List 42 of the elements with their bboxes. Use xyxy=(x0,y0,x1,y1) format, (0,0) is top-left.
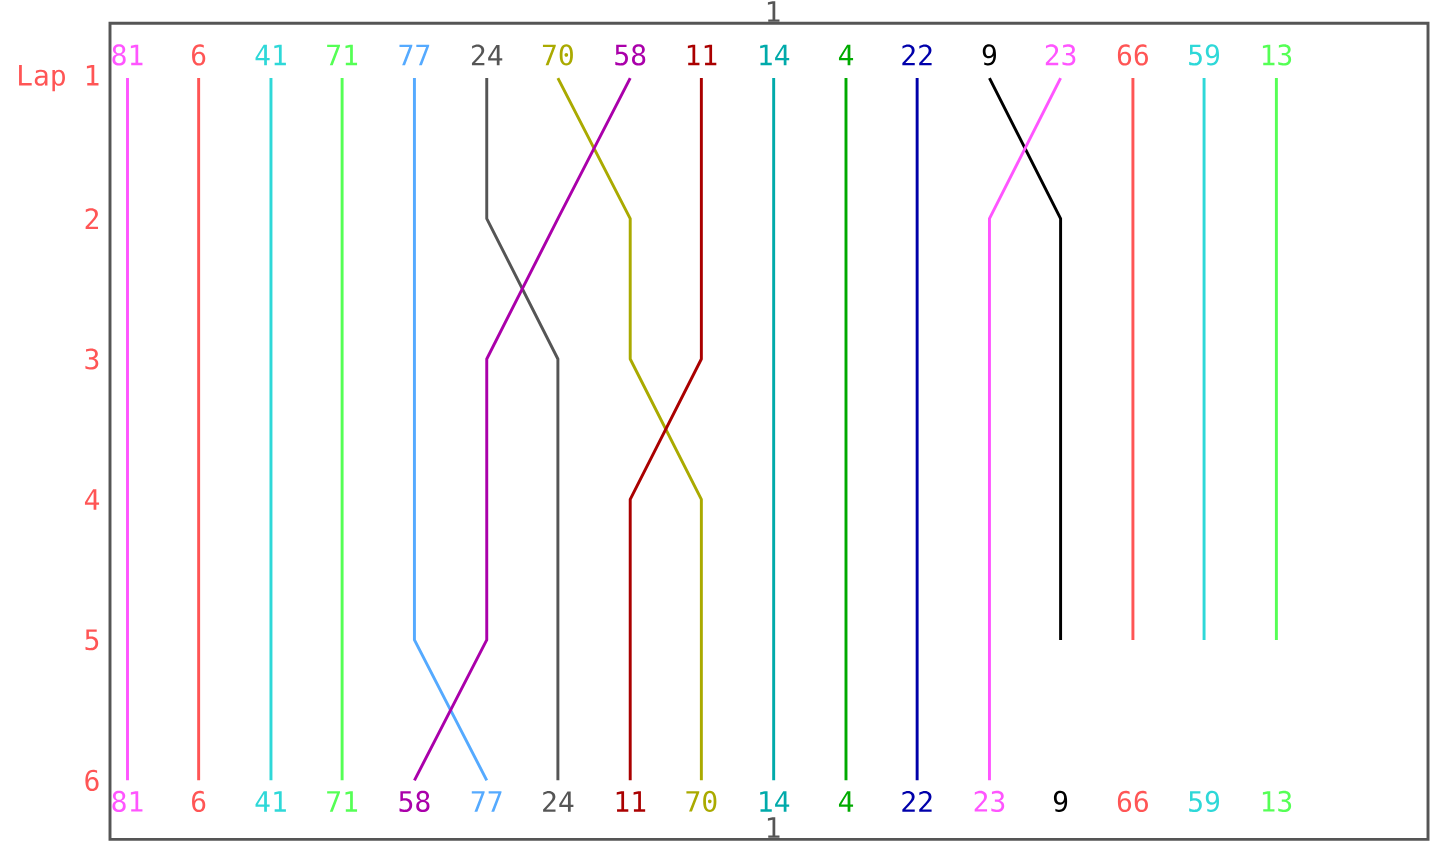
text: 1 xyxy=(767,1,780,22)
text: 59 xyxy=(1189,790,1220,813)
series-label: 41 xyxy=(255,791,286,812)
text: 81 xyxy=(112,44,143,66)
text: 23 xyxy=(1045,44,1076,66)
y-tick-label: 3 xyxy=(85,348,99,370)
text: 11 xyxy=(687,44,717,66)
series-label: 58 xyxy=(399,790,430,813)
series-label: 81 xyxy=(112,790,143,813)
y-tick-label: 4 xyxy=(84,489,100,510)
text: 77 xyxy=(399,44,430,66)
series-label: 11 xyxy=(616,791,646,812)
series-label: 66 xyxy=(1117,44,1148,66)
text: 14 xyxy=(760,44,790,66)
y-tick-label: 2 xyxy=(85,208,99,229)
text: 66 xyxy=(1117,790,1148,813)
y-tick-label: Lap 1 xyxy=(19,64,99,92)
series-label: 22 xyxy=(902,791,932,812)
series-label: 77 xyxy=(471,791,502,812)
text: 13 xyxy=(1262,790,1292,813)
text: 58 xyxy=(615,44,646,66)
series-label: 59 xyxy=(1189,44,1220,66)
text: 6 xyxy=(192,44,206,66)
text: 1 xyxy=(767,817,780,838)
y-tick-label: 6 xyxy=(85,769,99,791)
series-label: 13 xyxy=(1262,44,1292,66)
series-label: 6 xyxy=(192,790,206,813)
text: 70 xyxy=(542,44,573,66)
y-tick-label: 5 xyxy=(85,629,99,651)
text: 9 xyxy=(1053,790,1068,813)
series-label: 23 xyxy=(974,790,1005,813)
text: 71 xyxy=(327,44,358,66)
text: 4 xyxy=(838,44,854,66)
text: 41 xyxy=(255,44,286,66)
series-label: 24 xyxy=(543,791,574,812)
text: 24 xyxy=(471,44,503,66)
series-label: 71 xyxy=(327,791,358,812)
series-label: 9 xyxy=(982,44,996,66)
series-label: 4 xyxy=(838,791,854,812)
series-label: 70 xyxy=(686,790,717,813)
series-label: 14 xyxy=(760,791,790,812)
text: 22 xyxy=(902,44,932,66)
